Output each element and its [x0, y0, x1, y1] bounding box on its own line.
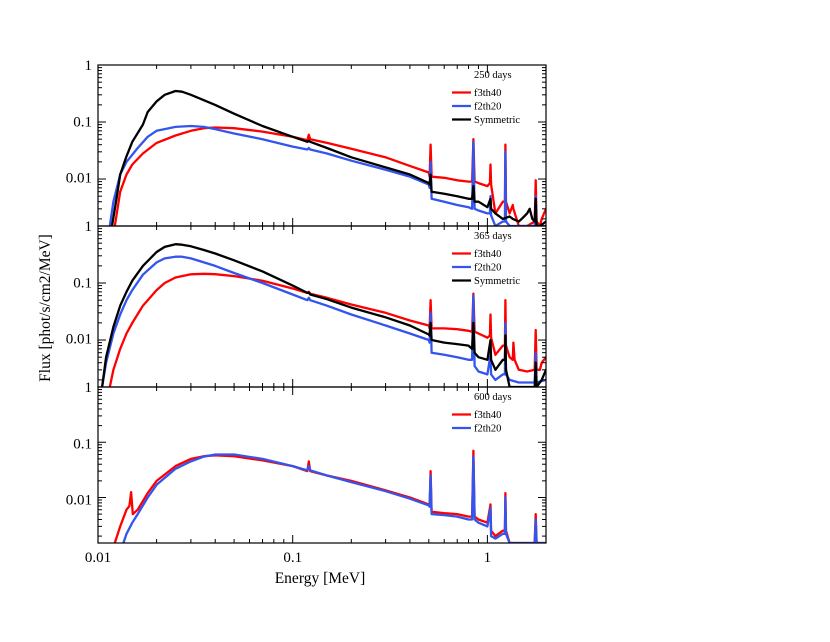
legend-label-f3th40: f3th40: [474, 88, 501, 99]
legend-title: 250 days: [474, 70, 512, 81]
series-line-f2th20: [122, 453, 546, 543]
series-line-symmetric: [100, 243, 546, 387]
legend-label-symmetric: Symmetric: [474, 115, 520, 126]
series-line-f2th20: [108, 124, 546, 226]
axis-ticks: [97, 64, 547, 226]
legend: 600 days f3th40 f2th20: [452, 392, 512, 435]
y-tick-label: 0.01: [66, 332, 92, 348]
y-tick-label: 1: [85, 219, 93, 235]
legend-title: 600 days: [474, 392, 512, 403]
series-line-symmetric: [110, 89, 546, 226]
y-tick-label: 0.1: [73, 437, 92, 453]
x-tick-label: 0.01: [85, 550, 111, 566]
legend-label-f3th40: f3th40: [474, 249, 501, 260]
y-tick-label: 0.1: [73, 276, 92, 292]
legend: 365 days f3th40 f2th20 Symmetric: [452, 231, 520, 287]
series-line-f2th20: [100, 255, 546, 387]
panel-top: 1 0.1 0.01 1 250 days f3th40 f2th20 Symmetric: [66, 58, 547, 235]
panel-bottom: 0.1 0.01 0.01 0.1 1 Energy [MeV] 600 days f3th4…: [66, 386, 547, 587]
series-group: [100, 243, 546, 387]
series-group: [108, 89, 546, 226]
legend-label-f2th20: f2th20: [474, 263, 501, 274]
y-tick-label: 0.1: [73, 115, 92, 131]
y-tick-label: 0.01: [66, 493, 92, 509]
plot-frame: [97, 386, 547, 544]
legend-label-f3th40: f3th40: [474, 410, 501, 421]
x-tick-label: 1: [484, 550, 492, 566]
legend-label-f2th20: f2th20: [474, 424, 501, 435]
x-tick-label: 0.1: [283, 550, 302, 566]
axis-ticks: [97, 225, 547, 387]
x-axis-label: Energy [MeV]: [275, 570, 366, 587]
y-tick-label: 1: [85, 380, 93, 396]
y-axis-label: Flux [phot/s/cm2/MeV]: [37, 234, 54, 382]
y-tick-label: 1: [85, 58, 93, 74]
panel-middle: 0.1 0.01 1 365 days f3th40 f2th20 Symmetric: [66, 225, 547, 396]
series-group: [113, 449, 546, 543]
series-line-f3th40: [108, 272, 546, 387]
legend-title: 365 days: [474, 231, 512, 242]
y-tick-label: 0.01: [66, 171, 92, 187]
legend-label-symmetric: Symmetric: [474, 276, 520, 287]
legend-label-f2th20: f2th20: [474, 102, 501, 113]
legend: 250 days f3th40 f2th20 Symmetric: [452, 70, 520, 126]
